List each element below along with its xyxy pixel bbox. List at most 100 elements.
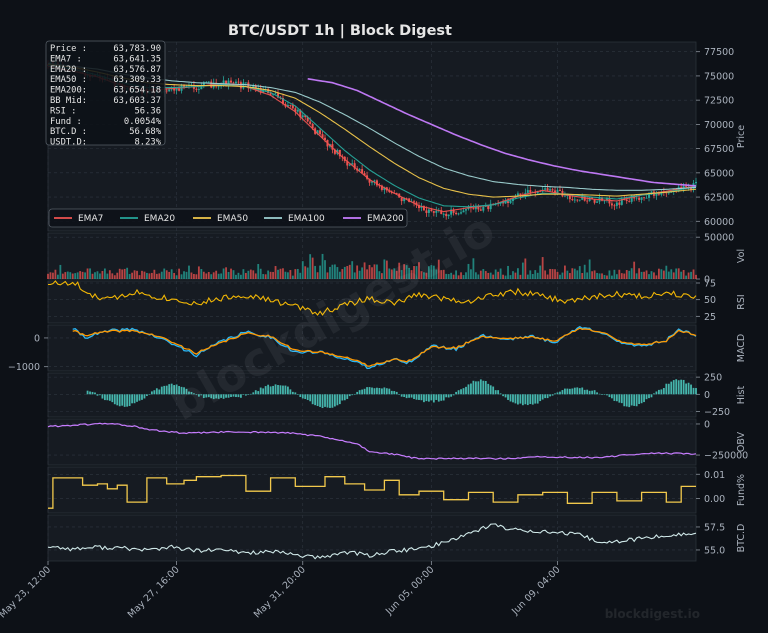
hist-bar xyxy=(141,394,143,400)
volume-bar xyxy=(526,274,529,279)
volume-bar xyxy=(615,274,618,279)
volume-bar xyxy=(212,272,215,279)
hist-bar xyxy=(146,394,148,397)
candle-body xyxy=(479,209,482,211)
volume-bar xyxy=(158,273,161,279)
volume-bar xyxy=(150,272,153,279)
volume-bar xyxy=(121,269,124,279)
hist-bar xyxy=(420,394,423,401)
hist-bar xyxy=(240,394,242,398)
volume-bar xyxy=(351,261,354,279)
candle-body xyxy=(405,198,408,200)
hist-bar xyxy=(623,394,626,407)
candle-body xyxy=(695,181,697,184)
candle-body xyxy=(534,192,537,194)
volume-bar xyxy=(546,274,549,279)
hist-bar xyxy=(116,394,119,406)
volume-bar xyxy=(450,272,453,279)
volume-bar xyxy=(432,265,435,279)
volume-bar xyxy=(551,269,554,279)
candle-body xyxy=(400,197,403,202)
candle-body xyxy=(388,190,391,192)
candle-body xyxy=(205,82,208,83)
candle-body xyxy=(529,190,532,193)
volume-bar xyxy=(573,268,576,279)
volume-bar xyxy=(413,266,415,279)
volume-bar xyxy=(670,269,673,279)
candle-body xyxy=(432,211,435,213)
candle-body xyxy=(492,203,495,205)
hist-bar xyxy=(326,394,329,408)
volume-bar xyxy=(103,268,106,279)
volume-bar xyxy=(86,268,89,279)
hist-bar xyxy=(472,380,475,395)
hist-bar xyxy=(101,394,104,399)
candle-body xyxy=(640,197,643,200)
candle-body xyxy=(316,130,319,134)
hist-bar xyxy=(452,394,455,396)
fund-tick-label: 0.00 xyxy=(704,494,725,505)
volume-bar xyxy=(331,264,334,279)
volume-bar xyxy=(497,271,500,279)
volume-bar xyxy=(660,269,663,279)
hist-bar xyxy=(351,394,354,396)
hist-bar xyxy=(519,394,522,404)
candle-body xyxy=(274,93,277,95)
candle-body xyxy=(202,82,205,87)
volume-bar xyxy=(650,271,653,279)
price-tick-label: 77500 xyxy=(704,47,734,58)
candle-body xyxy=(232,82,235,84)
volume-bar xyxy=(457,275,460,279)
hist-bar xyxy=(346,394,349,399)
volume-bar xyxy=(662,270,665,279)
volume-bar xyxy=(329,266,331,279)
stat-label: RSI : xyxy=(50,106,76,116)
volume-bar xyxy=(576,270,579,279)
volume-bar xyxy=(311,257,314,279)
hist-bar xyxy=(534,394,537,404)
volume-bar xyxy=(591,271,594,279)
candle-body xyxy=(593,199,596,203)
hist-bar xyxy=(202,394,205,399)
volume-bar xyxy=(455,270,457,279)
candle-body xyxy=(417,205,420,209)
candle-body xyxy=(667,192,670,194)
price-tick-label: 75000 xyxy=(704,71,734,82)
legend: EMA7 EMA20 EMA50 EMA100 EMA200 xyxy=(48,208,408,228)
hist-bar xyxy=(237,394,240,398)
candle-body xyxy=(643,197,646,199)
candle-body xyxy=(563,195,566,197)
volume-bar xyxy=(645,270,648,279)
volume-bar xyxy=(583,264,586,279)
volume-bar xyxy=(289,270,292,279)
hist-bar xyxy=(583,389,586,395)
hist-bar xyxy=(460,389,462,395)
volume-bar xyxy=(477,274,480,279)
volume-bar xyxy=(467,263,470,279)
volume-bar xyxy=(675,268,678,279)
hist-bar xyxy=(118,394,121,407)
macd-tick-label: −1000 xyxy=(8,362,40,373)
volume-bar xyxy=(596,272,598,279)
hist-bar xyxy=(650,394,653,398)
stat-value: 63,603.37 xyxy=(113,96,161,106)
volume-bar xyxy=(437,259,440,279)
hist-bar xyxy=(437,394,440,402)
hist-bar xyxy=(220,394,223,398)
candle-body xyxy=(375,180,378,186)
volume-bar xyxy=(49,272,52,279)
price-tick-label: 60000 xyxy=(704,217,734,228)
volume-bar xyxy=(301,261,304,279)
hist-bar xyxy=(410,394,413,398)
volume-bar xyxy=(398,262,401,279)
hist-bar xyxy=(653,393,655,395)
vol-tick-label: 50000 xyxy=(704,233,734,244)
corner-watermark: blockdigest.io xyxy=(605,607,700,621)
candle-body xyxy=(573,199,576,201)
price-tick-label: 62500 xyxy=(704,193,734,204)
hist-bar xyxy=(667,383,670,395)
hist-bar xyxy=(660,389,663,395)
volume-bar xyxy=(484,271,487,279)
hist-bar xyxy=(601,394,603,395)
